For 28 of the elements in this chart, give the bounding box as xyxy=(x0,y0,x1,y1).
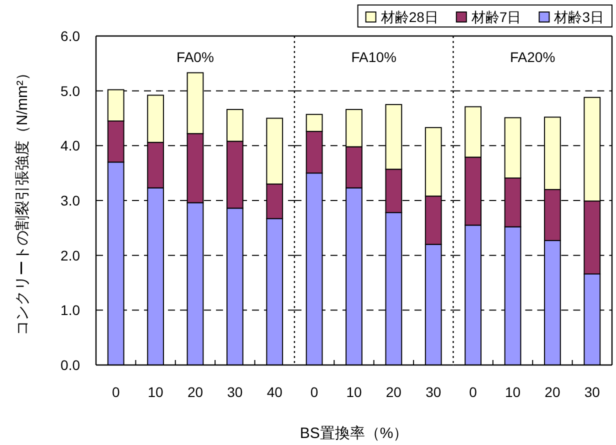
x-tick-label: 0 xyxy=(112,384,120,400)
y-tick-label: 2.0 xyxy=(60,247,80,264)
y-tick-label: 6.0 xyxy=(60,28,80,44)
y-axis-title: コンクリートの割裂引張強度（N/mm²） xyxy=(14,66,31,336)
x-tick-label: 30 xyxy=(426,384,442,400)
y-tick-label: 4.0 xyxy=(60,138,80,154)
x-tick-label: 30 xyxy=(584,384,600,400)
legend-label: 材齢28日 xyxy=(380,9,438,25)
y-tick-label: 0.0 xyxy=(60,357,80,373)
x-tick-label: 40 xyxy=(266,384,283,400)
legend-label: 材齢3日 xyxy=(553,9,604,25)
y-tick-label: 3.0 xyxy=(60,192,80,208)
text: FA0% xyxy=(176,49,214,65)
x-tick-label: 0 xyxy=(469,384,478,400)
x-tick-label: 20 xyxy=(544,384,560,400)
legend-label: 材齢7日 xyxy=(470,9,522,25)
text: FA10% xyxy=(351,49,396,65)
y-tick-label: 5.0 xyxy=(60,82,80,99)
x-tick-label: 10 xyxy=(148,384,164,400)
x-tick-label: 20 xyxy=(187,384,204,400)
x-tick-label: 0 xyxy=(310,384,318,400)
y-tick-label: 1.0 xyxy=(60,302,80,318)
x-tick-label: 20 xyxy=(386,384,402,400)
x-tick-label: 10 xyxy=(504,384,521,400)
x-tick-label: 10 xyxy=(346,384,362,400)
x-tick-label: 30 xyxy=(227,384,243,400)
text: FA20% xyxy=(510,49,556,65)
x-axis-title: BS置換率（%） xyxy=(300,425,408,442)
